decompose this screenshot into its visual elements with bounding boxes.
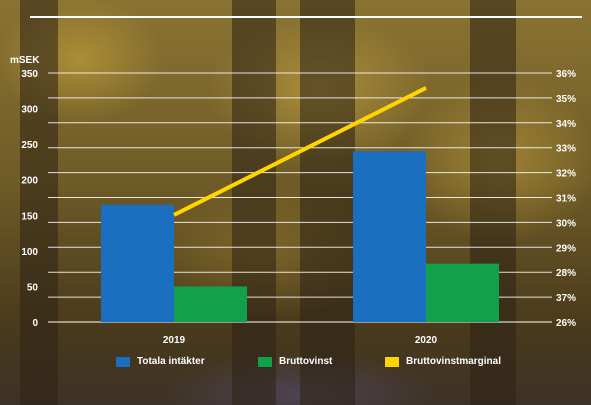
- legend-swatch: [258, 356, 272, 367]
- legend-label: Totala intäkter: [137, 356, 205, 367]
- legend-label: Bruttovinstmarginal: [406, 356, 502, 367]
- y-left-tick-label: 50: [27, 282, 39, 293]
- legend-label: Bruttovinst: [279, 356, 333, 367]
- line-series-bruttovinstmarginal: [173, 86, 427, 217]
- y-right-tick-label: 33%: [556, 144, 576, 155]
- y-axis-right-ticks: 26% 37% 28% 29% 30% 31% 32% 33% 34% 35% 36%: [556, 69, 576, 329]
- y-axis-left-ticks: 0 50 100 150 200 250 300 350: [21, 69, 38, 329]
- y-left-tick-label: 350: [21, 69, 38, 80]
- y-left-tick-label: 100: [21, 247, 38, 258]
- x-axis-ticks: 2019 2020: [163, 335, 438, 346]
- tree-trunk: [20, 0, 58, 405]
- y-right-tick-label: 36%: [556, 69, 576, 80]
- tree-trunk: [470, 0, 516, 405]
- top-divider: [30, 16, 582, 18]
- margin-line: [173, 86, 427, 217]
- y-right-tick-label: 29%: [556, 243, 576, 254]
- y-left-tick-label: 250: [21, 140, 38, 151]
- bar-bruttovinst-2019: [174, 286, 247, 322]
- y-right-tick-label: 31%: [556, 194, 576, 205]
- y-axis-unit-label: mSEK: [10, 55, 40, 66]
- legend-item-bruttovinstmarginal: Bruttovinstmarginal: [385, 356, 501, 367]
- bar-bruttovinst-2020: [426, 263, 499, 322]
- y-right-tick-label: 37%: [556, 293, 576, 304]
- y-right-tick-label: 34%: [556, 119, 576, 130]
- legend-item-bruttovinst: Bruttovinst: [258, 356, 332, 367]
- tree-trunk: [232, 0, 276, 405]
- y-right-tick-label: 35%: [556, 94, 576, 105]
- bars: [101, 151, 499, 322]
- x-tick-label: 2019: [163, 335, 186, 346]
- bar-totala-int-kter-2020: [353, 151, 426, 322]
- y-right-tick-label: 26%: [556, 318, 576, 329]
- y-left-tick-label: 0: [32, 318, 38, 329]
- y-right-tick-label: 32%: [556, 169, 576, 180]
- bar-totala-int-kter-2019: [101, 204, 174, 322]
- x-tick-label: 2020: [415, 335, 438, 346]
- y-left-tick-label: 150: [21, 211, 38, 222]
- tree-trunk: [300, 0, 355, 405]
- y-left-tick-label: 200: [21, 176, 38, 187]
- legend-swatch: [116, 356, 130, 367]
- y-right-tick-label: 30%: [556, 218, 576, 229]
- y-left-tick-label: 300: [21, 105, 38, 116]
- legend-item-totala-intakter: Totala intäkter: [116, 356, 205, 367]
- legend-swatch: [385, 356, 399, 367]
- y-right-tick-label: 28%: [556, 268, 576, 279]
- legend: Totala intäkter Bruttovinst Bruttovinstm…: [0, 356, 591, 372]
